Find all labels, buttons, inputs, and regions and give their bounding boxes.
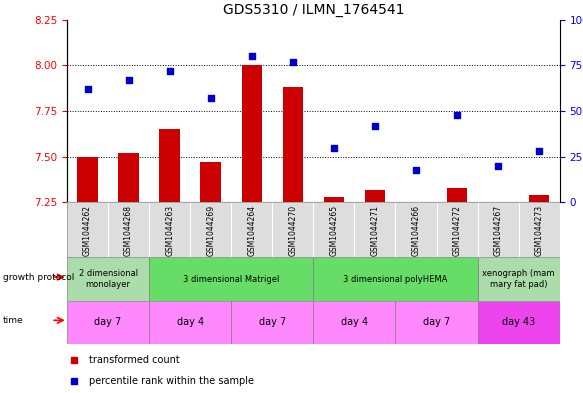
Point [452,112,462,118]
Point [412,166,421,173]
Bar [231,202,272,257]
Text: GSM1044262: GSM1044262 [83,205,92,256]
Bar [231,301,313,344]
Bar [354,202,395,257]
Text: GSM1044272: GSM1044272 [452,205,462,256]
Bar [272,202,313,257]
Text: time: time [3,316,23,325]
Bar [406,202,426,204]
Bar [108,202,149,257]
Text: growth protocol: growth protocol [3,273,74,281]
Point [329,144,339,151]
Bar [118,153,139,202]
Point [165,68,174,74]
Bar [241,65,262,202]
Bar [67,301,149,344]
Text: 3 dimensional polyHEMA: 3 dimensional polyHEMA [343,275,448,283]
Text: GSM1044269: GSM1044269 [206,205,215,256]
Point [83,86,92,92]
Text: percentile rank within the sample: percentile rank within the sample [89,376,254,386]
Bar [149,257,313,301]
Text: GSM1044265: GSM1044265 [329,205,338,256]
Bar [190,202,231,257]
Point [370,123,380,129]
Text: day 7: day 7 [94,317,122,327]
Bar [477,257,560,301]
Bar [519,202,560,257]
Bar [365,189,385,202]
Bar [313,301,395,344]
Bar [529,195,549,202]
Text: GSM1044263: GSM1044263 [165,205,174,256]
Point [247,53,257,59]
Text: GSM1044266: GSM1044266 [412,205,420,256]
Bar [324,197,344,202]
Bar [437,202,477,257]
Point [206,95,215,101]
Bar [78,157,98,202]
Bar [477,202,519,257]
Text: GSM1044270: GSM1044270 [289,205,297,256]
Text: day 4: day 4 [341,317,368,327]
Bar [313,202,354,257]
Title: GDS5310 / ILMN_1764541: GDS5310 / ILMN_1764541 [223,3,404,17]
Text: transformed count: transformed count [89,355,180,365]
Bar [67,257,149,301]
Text: GSM1044267: GSM1044267 [494,205,503,256]
Point [288,59,297,65]
Text: GSM1044273: GSM1044273 [535,205,544,256]
Bar [447,188,468,202]
Text: GSM1044268: GSM1044268 [124,205,133,256]
Bar [283,87,303,202]
Bar [159,129,180,202]
Bar [488,202,508,204]
Text: day 7: day 7 [423,317,450,327]
Point [535,148,544,154]
Bar [149,202,190,257]
Text: GSM1044271: GSM1044271 [370,205,380,256]
Bar [149,301,231,344]
Bar [313,257,477,301]
Bar [395,301,477,344]
Bar [201,162,221,202]
Point [124,77,134,83]
Text: day 43: day 43 [502,317,535,327]
Bar [395,202,437,257]
Point [493,163,503,169]
Text: xenograph (mam
mary fat pad): xenograph (mam mary fat pad) [482,269,555,289]
Bar [67,202,108,257]
Text: day 7: day 7 [259,317,286,327]
Text: 3 dimensional Matrigel: 3 dimensional Matrigel [183,275,279,283]
Text: GSM1044264: GSM1044264 [247,205,257,256]
Bar [477,301,560,344]
Text: day 4: day 4 [177,317,204,327]
Text: 2 dimensional
monolayer: 2 dimensional monolayer [79,269,138,289]
